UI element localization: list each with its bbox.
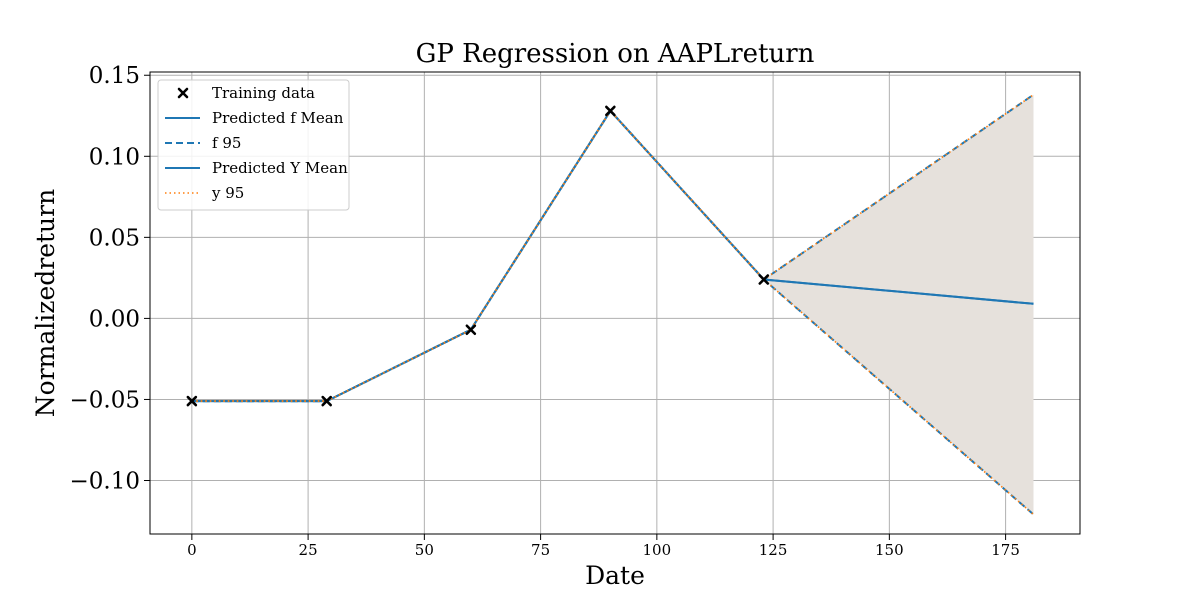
x-tick-label: 175 [991,541,1020,559]
legend-label: Training data [212,84,315,102]
legend: Training data Predicted f Mean f 95 Predict… [157,79,350,211]
training-data-point [465,324,477,336]
legend-marker-training [177,87,189,99]
y95-upper-line [191,94,1034,402]
x-tick-label: 150 [875,541,904,559]
y-tick-label: 0.05 [89,225,140,251]
confidence-band [191,94,1034,515]
x-tick-label: 100 [643,541,672,559]
training-markers [186,105,770,407]
y-tick-label: 0.00 [89,306,140,332]
training-data-point [758,274,770,285]
training-data-point [605,105,616,117]
x-tick-label: 50 [415,541,434,559]
series-lines [191,93,1035,516]
legend-box [157,79,350,211]
x-axis-label: Date [585,561,645,590]
y-tick-label: 0.15 [89,63,140,89]
plot-frame [149,71,1081,535]
y95-lower-line [191,109,1035,516]
legend-label: f 95 [212,134,241,152]
x-tick-label: 75 [531,541,550,559]
x-tick-label: 25 [299,541,318,559]
y-axis-ticks: −0.10 −0.05 0.00 0.05 0.10 0.15 [70,63,150,495]
legend-label: Predicted f Mean [212,109,344,127]
legend-label: Predicted Y Mean [212,159,348,177]
y-tick-label: −0.05 [70,387,140,413]
training-data-point [321,395,332,407]
x-tick-label: 0 [187,541,197,559]
y-axis-label: Normalizedreturn [31,189,60,417]
y-tick-label: 0.10 [89,144,140,170]
legend-label: y 95 [211,184,244,202]
y-tick-label: −0.10 [70,469,140,495]
chart-title: GP Regression on AAPLreturn [416,39,815,69]
x-tick-label: 125 [759,541,788,559]
x-axis-ticks: 0 25 50 75 100 125 150 175 [187,534,1020,559]
training-data-point [186,395,198,407]
